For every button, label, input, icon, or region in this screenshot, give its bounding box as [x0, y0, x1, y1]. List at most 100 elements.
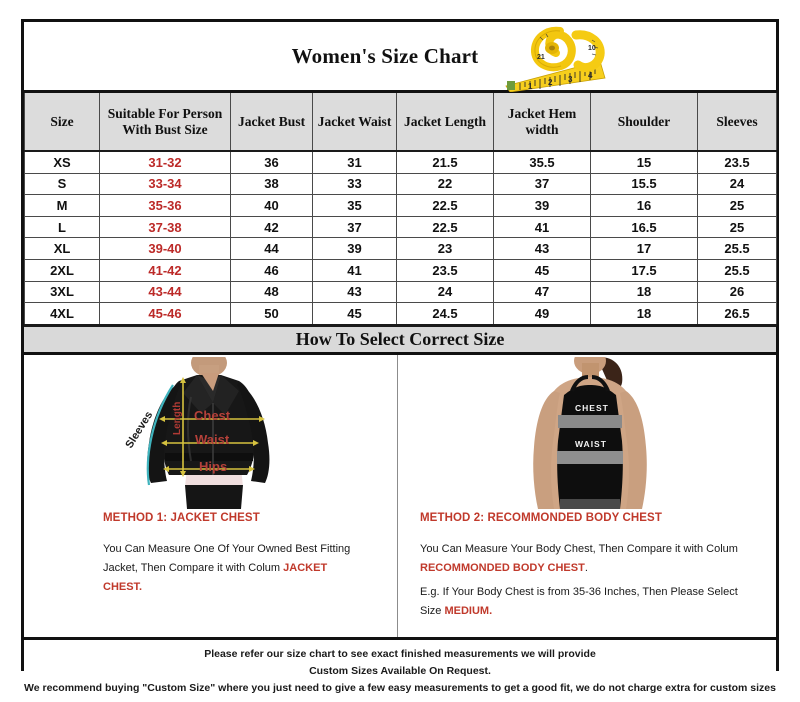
cell-jacket-bust: 48 [230, 280, 313, 304]
method-1-body-line1: You Can Measure One Of Your Owned Best [103, 542, 318, 555]
column-header-jacket-bust: Jacket Bust [230, 93, 313, 152]
cell-jacket-length: 24 [396, 280, 494, 304]
measuring-tape-icon: 1 2 3 4 21 10 [504, 23, 626, 93]
cell-sleeves: 25 [697, 194, 777, 217]
cell-jacket-bust: 38 [230, 172, 313, 196]
cell-shoulder: 17.5 [590, 258, 698, 282]
figure-label-waist: WAIST [575, 439, 607, 449]
cell-jacket-waist: 41 [312, 258, 397, 282]
cell-shoulder: 15.5 [590, 172, 698, 196]
cell-size: XL [24, 237, 100, 260]
cell-bust-size: 33-34 [99, 172, 231, 196]
method-2-body-highlight: RECOMMONDED BODY CHEST [420, 561, 585, 574]
column-header-jacket-length: Jacket Length [396, 93, 494, 152]
footer-line-2: Custom Sizes Available On Request. [309, 664, 491, 677]
section-heading-text: How To Select Correct Size [295, 328, 505, 349]
cell-jacket-hem-width: 35.5 [493, 150, 591, 174]
cell-bust-size: 43-44 [99, 280, 231, 304]
cell-shoulder: 18 [590, 280, 698, 304]
svg-text:1: 1 [528, 82, 533, 91]
method-1-body-highlight: JACKET CHEST. [103, 561, 328, 593]
cell-shoulder: 17 [590, 237, 698, 260]
cell-size: XS [24, 150, 100, 174]
how-to-select-section-header: How To Select Correct Size [24, 325, 776, 355]
footer-line-1: Please refer our size chart to see exact… [204, 647, 596, 660]
cell-bust-size: 41-42 [99, 258, 231, 282]
cell-sleeves: 25.5 [697, 258, 777, 282]
cell-jacket-hem-width: 37 [493, 172, 591, 196]
cell-jacket-hem-width: 47 [493, 280, 591, 304]
figure-label-length: Length [172, 401, 183, 434]
cell-jacket-bust: 40 [230, 194, 313, 217]
cell-size: S [24, 172, 100, 196]
table-row: 3XL 43-44 48 43 24 47 18 26 [24, 280, 777, 304]
cell-sleeves: 25 [697, 215, 777, 239]
cell-jacket-waist: 31 [312, 150, 397, 174]
cell-jacket-hem-width: 45 [493, 258, 591, 282]
svg-text:4: 4 [588, 71, 593, 80]
cell-bust-size: 35-36 [99, 194, 231, 217]
method-1-body-line2: Fitting Jacket, Then Compare it with Col… [103, 542, 351, 574]
cell-jacket-length: 22.5 [396, 215, 494, 239]
cell-sleeves: 25.5 [697, 237, 777, 260]
page-title: Women's Size Chart [291, 43, 479, 68]
table-row: L 37-38 42 37 22.5 41 16.5 25 [24, 215, 777, 239]
size-chart-table: Size Suitable For Person With Bust Size … [24, 93, 777, 326]
cell-jacket-length: 22 [396, 172, 494, 196]
size-table-body: XS 31-32 36 31 21.5 35.5 15 23.5 S 33-34… [24, 150, 777, 326]
figure-label-chest: Chest [194, 408, 231, 423]
method-2-body: You Can Measure Your Body Chest, Then Co… [420, 540, 740, 578]
table-row: M 35-36 40 35 22.5 39 16 25 [24, 194, 777, 217]
svg-text:2: 2 [548, 78, 553, 87]
cell-shoulder: 18 [590, 302, 698, 326]
cell-sleeves: 26 [697, 280, 777, 304]
jacket-measurement-figure: Sleeves Length Chest Waist Hips [24, 356, 397, 509]
cell-jacket-hem-width: 41 [493, 215, 591, 239]
cell-jacket-bust: 42 [230, 215, 313, 239]
method-1-body: You Can Measure One Of Your Owned Best F… [103, 540, 363, 597]
method-2-title: METHOD 2: RECOMMONDED BODY CHEST [420, 511, 662, 524]
cell-jacket-waist: 37 [312, 215, 397, 239]
cell-jacket-hem-width: 39 [493, 194, 591, 217]
cell-size: 2XL [24, 258, 100, 282]
cell-shoulder: 16.5 [590, 215, 698, 239]
cell-jacket-waist: 39 [312, 237, 397, 260]
size-chart-sheet: Women's Size Chart 1 2 3 4 [21, 19, 779, 702]
methods-container: Sleeves Length Chest Waist Hips METHOD 1… [24, 354, 776, 637]
column-header-size: Size [24, 93, 100, 152]
cell-size: L [24, 215, 100, 239]
body-measurement-figure: CHEST WAIST [398, 356, 776, 509]
cell-size: 3XL [24, 280, 100, 304]
cell-jacket-waist: 35 [312, 194, 397, 217]
method-2-example-prefix: Size [420, 604, 445, 617]
method-2-body-line1: You Can Measure Your Body Chest, Then Co… [420, 542, 738, 555]
table-row: S 33-34 38 33 22 37 15.5 24 [24, 172, 777, 196]
cell-jacket-bust: 44 [230, 237, 313, 260]
table-row: 4XL 45-46 50 45 24.5 49 18 26.5 [24, 302, 777, 326]
footer-line-3: We recommend buying "Custom Size" where … [24, 681, 776, 694]
footer-notes: Please refer our size chart to see exact… [24, 636, 776, 702]
cell-jacket-length: 23.5 [396, 258, 494, 282]
figure-label-waist: Waist [195, 432, 230, 447]
cell-size: M [24, 194, 100, 217]
method-2-body-period: . [584, 561, 588, 574]
column-header-jacket-hem-width: Jacket Hem width [493, 93, 591, 152]
chart-title-bar: Women's Size Chart 1 2 3 4 [24, 22, 776, 93]
column-header-sleeves: Sleeves [697, 93, 777, 152]
cell-jacket-length: 22.5 [396, 194, 494, 217]
method-2-example-highlight: MEDIUM. [444, 604, 493, 617]
cell-jacket-waist: 33 [312, 172, 397, 196]
column-header-bust-size: Suitable For Person With Bust Size [99, 93, 231, 152]
table-row: XS 31-32 36 31 21.5 35.5 15 23.5 [24, 150, 777, 174]
svg-text:21: 21 [537, 54, 545, 61]
method-2-example-line1: E.g. If Your Body Chest is from 35-36 In… [420, 585, 738, 598]
cell-jacket-hem-width: 43 [493, 237, 591, 260]
figure-label-hips: Hips [199, 459, 227, 474]
figure-label-chest: CHEST [575, 403, 609, 413]
table-header-row: Size Suitable For Person With Bust Size … [24, 93, 777, 152]
table-row: 2XL 41-42 46 41 23.5 45 17.5 25.5 [24, 258, 777, 282]
column-header-jacket-waist: Jacket Waist [312, 93, 397, 152]
cell-bust-size: 31-32 [99, 150, 231, 174]
method-1-title: METHOD 1: JACKET CHEST [103, 511, 260, 524]
cell-sleeves: 23.5 [697, 150, 777, 174]
